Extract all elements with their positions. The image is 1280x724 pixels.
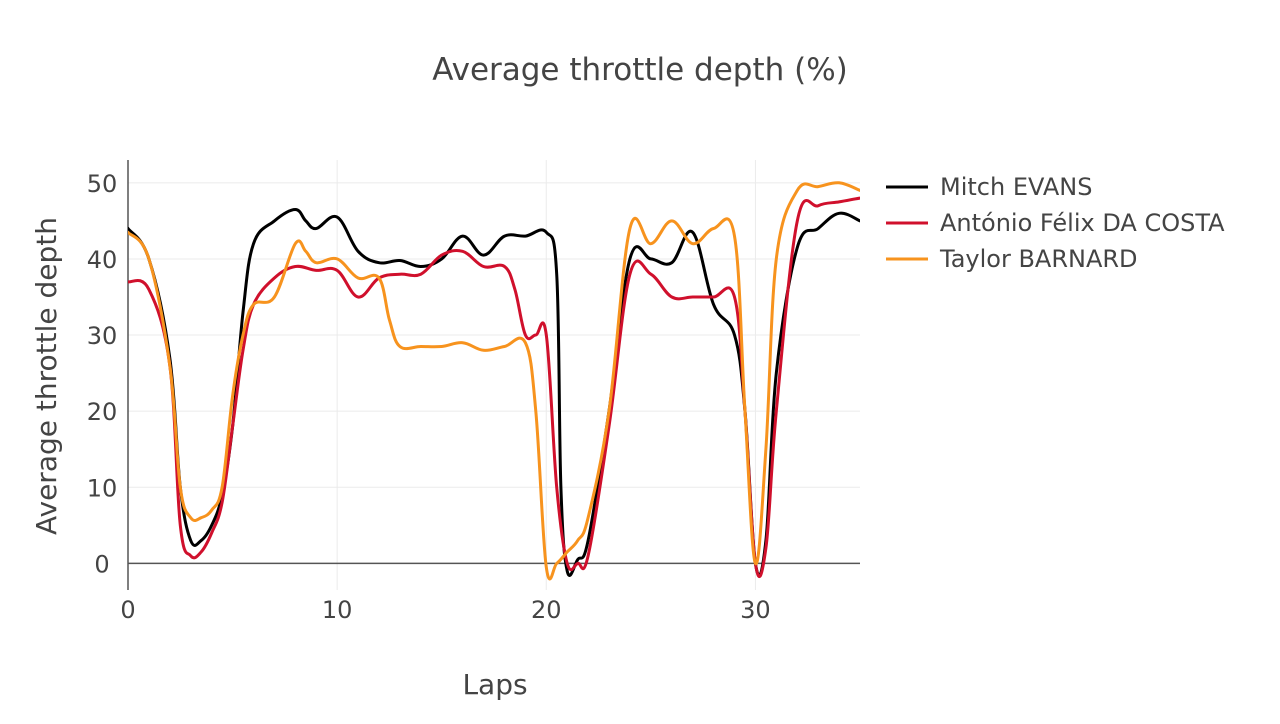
axes: 0 10 20 30 40 50 0 10 20 30 (87, 160, 860, 624)
legend-label-antonio-felix-da-costa: António Félix DA COSTA (940, 209, 1225, 237)
legend-label-taylor-barnard: Taylor BARNARD (939, 245, 1138, 273)
x-tick-label: 0 (120, 596, 135, 624)
x-axis-label: Laps (462, 668, 527, 701)
y-tick-label: 10 (87, 474, 118, 502)
y-tick-label: 50 (87, 170, 118, 198)
y-tick-label: 0 (94, 550, 109, 578)
y-tick-label: 20 (87, 398, 118, 426)
legend: Mitch EVANS António Félix DA COSTA Taylor … (886, 173, 1225, 273)
y-tick-label: 30 (87, 322, 118, 350)
y-tick-label: 40 (87, 246, 118, 274)
x-tick-label: 10 (322, 596, 353, 624)
y-axis-label: Average throttle depth (30, 217, 63, 535)
x-tick-label: 20 (531, 596, 562, 624)
series-line-taylor-barnard (128, 181, 860, 581)
legend-label-mitch-evans: Mitch EVANS (940, 173, 1092, 201)
chart-title: Average throttle depth (%) (432, 52, 848, 88)
series-lines (128, 181, 860, 581)
x-tick-label: 30 (740, 596, 771, 624)
